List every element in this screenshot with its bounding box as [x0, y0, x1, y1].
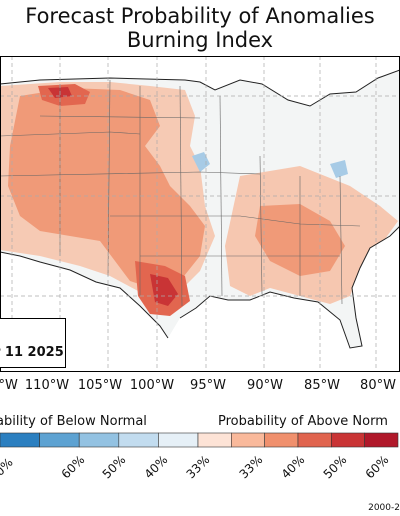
below-normal-40-ohio	[330, 160, 348, 178]
color-bar	[0, 432, 399, 448]
colorbar-above-cell	[264, 432, 299, 448]
colorbar-tick: 33%	[236, 452, 266, 482]
below-normal-label: ability of Below Normal	[0, 414, 147, 429]
colorbar-below-cell	[78, 432, 120, 448]
anomaly-map	[0, 56, 400, 372]
date-box	[0, 318, 66, 368]
colorbar-tick: 33%	[183, 452, 213, 482]
colorbar-above-cell	[331, 432, 365, 448]
lon-label: 105°W	[77, 378, 123, 393]
lon-label: 95°W	[190, 378, 226, 393]
above-normal-50-west	[8, 88, 205, 291]
colorbar-below-cell	[0, 432, 40, 448]
colorbar-above-cell	[364, 432, 399, 448]
colorbar-below-cell	[39, 432, 80, 448]
colorbar-below-cell	[118, 432, 159, 448]
date-label: r 11 2025	[0, 345, 64, 360]
colorbar-above-cell	[197, 432, 232, 448]
lon-label: 0°W	[0, 378, 18, 393]
lon-label: 90°W	[247, 378, 283, 393]
map-subtitle: Burning Index	[126, 28, 274, 52]
country-border	[0, 69, 400, 349]
below-normal-40-midwest	[192, 152, 210, 172]
colorbar-tick: 40%	[141, 452, 171, 482]
above-normal-label: Probability of Above Norm	[218, 414, 388, 429]
colorbar-tick: 60%	[58, 452, 88, 482]
colorbar-above-cell	[231, 432, 265, 448]
map-title: Forecast Probability of Anomalies	[25, 4, 375, 28]
colorbar-tick: 50%	[99, 452, 129, 482]
lon-label: 85°W	[304, 378, 340, 393]
footer-text: 2000-2	[368, 503, 400, 513]
colorbar-tick: 40%	[278, 452, 308, 482]
colorbar-below-cell	[158, 432, 199, 448]
colorbar-tick: 60%	[362, 452, 392, 482]
lon-label: 100°W	[129, 378, 175, 393]
lon-label: 110°W	[24, 378, 70, 393]
graticule	[0, 56, 400, 372]
colorbar-tick: 0%	[0, 455, 16, 479]
colorbar-above-cell	[297, 432, 332, 448]
colorbar-tick: 50%	[320, 452, 350, 482]
lon-label: 80°W	[360, 378, 396, 393]
